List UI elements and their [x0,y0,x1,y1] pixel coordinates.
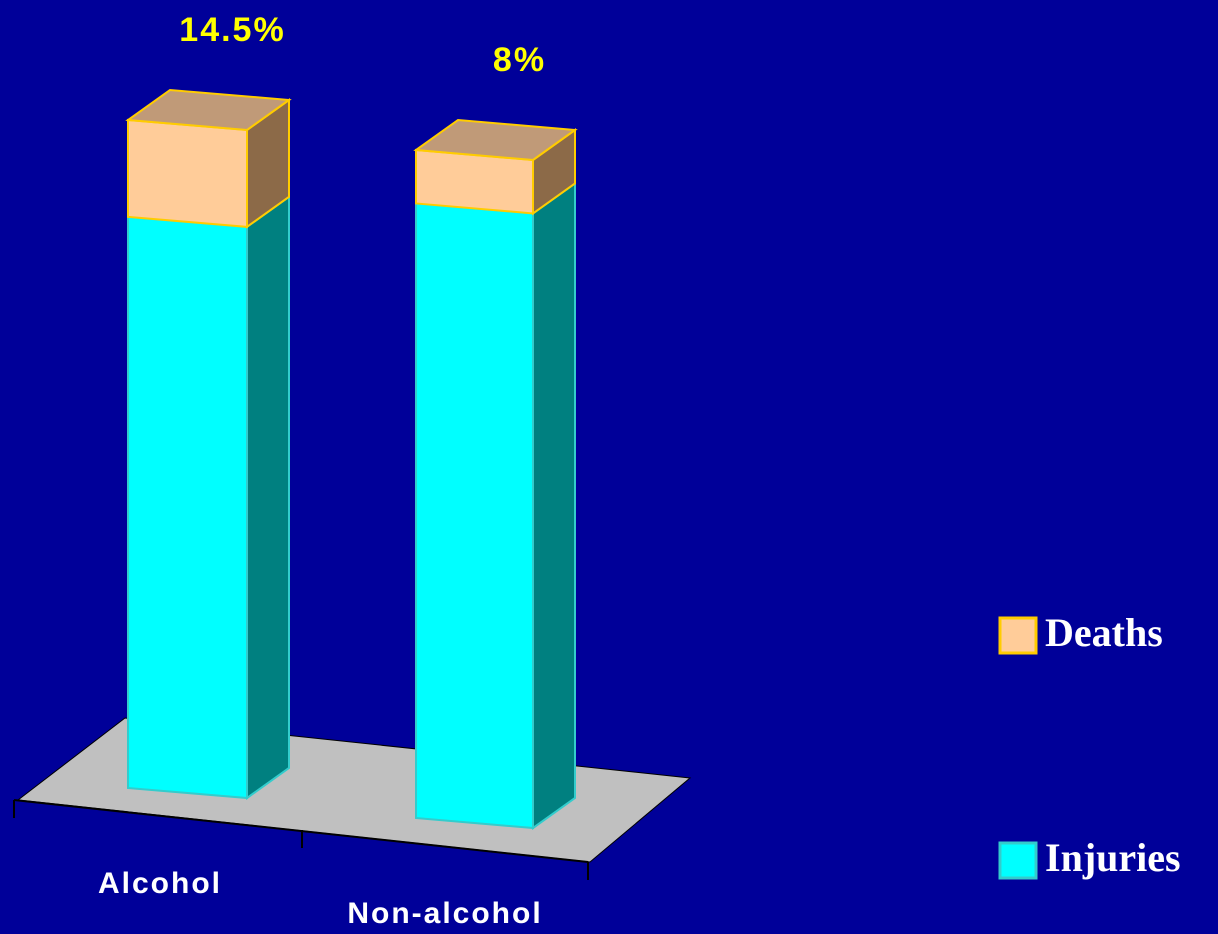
data-label: 14.5% [179,11,285,49]
bar-segment [415,202,534,830]
legend-label: Injuries [1045,835,1181,880]
bar-segment [415,148,534,215]
legend-swatch [998,841,1038,880]
legend-swatch [998,616,1038,655]
bar-side [246,194,290,800]
data-label: 8% [493,41,546,79]
x-tick-label: Non-alcohol [347,897,542,930]
bar-top [413,118,578,162]
x-tick-label: Alcohol [98,867,222,900]
legend-label: Deaths [1045,610,1163,655]
bar-segment [127,118,248,228]
bar-side [532,181,576,830]
bar-segment [127,215,248,800]
bar-top [125,88,292,132]
